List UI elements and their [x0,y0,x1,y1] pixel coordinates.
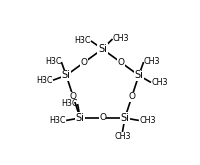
Text: Si: Si [62,70,71,80]
Text: O: O [117,58,124,67]
Text: O: O [99,114,106,122]
Text: H3C: H3C [49,116,66,125]
Text: Si: Si [120,113,129,123]
Text: O: O [81,58,88,67]
Text: H3C: H3C [45,57,61,66]
Text: H3C: H3C [36,76,53,85]
Text: CH3: CH3 [114,132,131,141]
Text: Si: Si [76,113,85,123]
Text: O: O [128,92,135,101]
Text: Si: Si [134,70,143,80]
Text: CH3: CH3 [139,116,156,125]
Text: H3C: H3C [61,99,78,108]
Text: CH3: CH3 [151,78,168,87]
Text: CH3: CH3 [144,57,160,66]
Text: CH3: CH3 [113,34,129,43]
Text: Si: Si [98,44,107,54]
Text: H3C: H3C [74,36,91,45]
Text: O: O [70,92,77,101]
